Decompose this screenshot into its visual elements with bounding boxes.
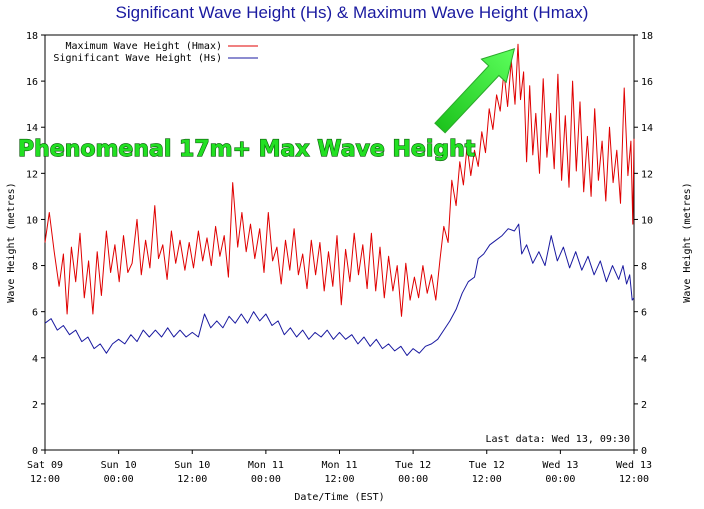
y-tick-label-left: 8 [32,262,38,273]
x-tick-label-day: Tue 12 [469,460,505,471]
x-tick-label-time: 12:00 [619,474,649,485]
y-tick-label-left: 0 [32,446,38,457]
series-line-hs [44,223,635,356]
y-tick-label-right: 18 [641,31,653,42]
y-tick-label-right: 8 [641,262,647,273]
x-tick-label-time: 12:00 [324,474,354,485]
legend-label-hs: Significant Wave Height (Hs) [53,53,222,64]
annotation-arrow-icon [434,48,516,134]
y-tick-label-right: 6 [641,308,647,319]
last-data-label: Last data: Wed 13, 09:30 [486,434,631,445]
y-tick-label-right: 12 [641,169,653,180]
y-tick-label-right: 4 [641,354,647,365]
y-axis-left-ticks: 0 2 4 6 8 10 12 14 16 18 [26,31,45,457]
y-tick-label-left: 14 [26,123,38,134]
y-tick-label-left: 6 [32,308,38,319]
y-tick-label-right: 10 [641,215,653,226]
series-layer [44,43,635,356]
y-tick-label-right: 16 [641,77,653,88]
x-tick-label-time: 00:00 [104,474,134,485]
y-tick-label-right: 14 [641,123,653,134]
x-tick-label-time: 12:00 [177,474,207,485]
x-tick-label-time: 00:00 [398,474,428,485]
x-tick-label-time: 00:00 [251,474,281,485]
y-tick-label-left: 10 [26,215,38,226]
y-axis-label-left: Wave Height (metres) [6,182,17,302]
annotation-text: Phenomenal 17m+ Max Wave Height [18,137,476,162]
legend: Maximum Wave Height (Hmax) Significant W… [53,41,258,64]
y-axis-label-right: Wave Height (metres) [682,182,693,302]
x-tick-label-day: Wed 13 [616,460,652,471]
x-tick-label-day: Mon 11 [248,460,284,471]
x-axis-ticks: Sat 09 12:00 Sun 10 00:00 Sun 10 12:00 Mon 11 0… [27,450,652,485]
y-tick-label-left: 2 [32,400,38,411]
x-tick-label-day: Mon 11 [321,460,357,471]
y-tick-label-left: 4 [32,354,38,365]
legend-label-hmax: Maximum Wave Height (Hmax) [65,41,222,52]
y-tick-label-right: 2 [641,400,647,411]
y-tick-label-left: 16 [26,77,38,88]
annotation: Phenomenal 17m+ Max Wave Height [17,48,516,163]
x-tick-label-day: Sat 09 [27,460,63,471]
x-tick-label-day: Sun 10 [174,460,210,471]
y-tick-label-left: 18 [26,31,38,42]
x-tick-label-day: Wed 13 [542,460,578,471]
x-tick-label-time: 00:00 [545,474,575,485]
x-tick-label-time: 12:00 [472,474,502,485]
x-tick-label-day: Tue 12 [395,460,431,471]
x-tick-label-day: Sun 10 [101,460,137,471]
series-line-hmax [44,43,635,317]
x-axis-label: Date/Time (EST) [294,492,384,503]
y-axis-right-ticks: 0 2 4 6 8 10 12 14 16 18 [634,31,653,457]
plot-frame [44,34,635,451]
x-tick-label-time: 12:00 [30,474,60,485]
y-tick-label-left: 12 [26,169,38,180]
chart-title: Significant Wave Height (Hs) & Maximum W… [115,3,589,22]
y-tick-label-right: 0 [641,446,647,457]
